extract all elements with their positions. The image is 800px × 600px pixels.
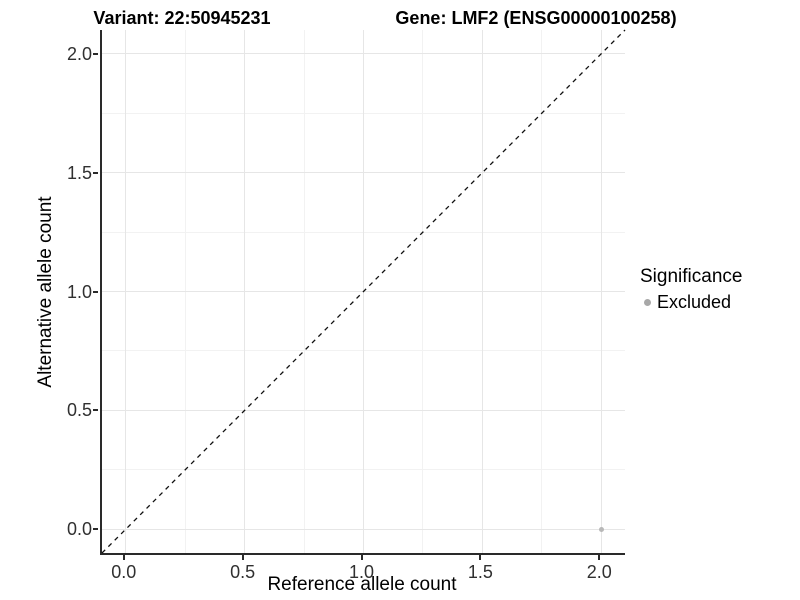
legend-items: Excluded	[640, 292, 742, 313]
x-axis-title: Reference allele count	[267, 574, 457, 595]
x-axis-tick	[122, 555, 125, 560]
gridline-major-horizontal	[102, 528, 625, 530]
y-axis-tick	[93, 52, 98, 55]
x-tick-label: 0.5	[230, 562, 256, 582]
y-axis-tick	[93, 171, 98, 174]
y-axis-tick	[93, 290, 98, 293]
y-tick-label: 1.0	[66, 281, 92, 302]
legend: Significance Excluded	[640, 266, 742, 313]
y-axis-tick	[93, 409, 98, 412]
gridline-major-horizontal	[102, 409, 625, 411]
data-point	[598, 526, 604, 532]
identity-dashed-line	[101, 29, 626, 554]
x-axis-tick	[598, 555, 601, 560]
x-axis-tick	[360, 555, 363, 560]
plot-title-variant: Variant: 22:50945231	[93, 8, 271, 28]
x-tick-label: 2.0	[586, 562, 612, 582]
plot-title-gene: Gene: LMF2 (ENSG00000100258)	[395, 8, 677, 28]
x-tick-label: 1.0	[348, 562, 375, 582]
legend-title: Significance	[640, 266, 743, 287]
gridline-major-horizontal	[102, 172, 625, 174]
gridline-major-horizontal	[102, 53, 625, 55]
y-tick-label: 0.0	[66, 519, 92, 540]
legend-point-icon	[644, 299, 651, 306]
y-tick-label: 2.0	[66, 43, 92, 64]
y-axis-tick	[93, 528, 98, 531]
legend-item-label: Excluded	[657, 292, 732, 312]
plot-panel	[100, 29, 626, 555]
x-axis-tick	[241, 555, 244, 560]
legend-item: Excluded	[640, 292, 742, 313]
y-tick-label: 0.5	[66, 400, 92, 421]
x-axis-tick	[479, 555, 482, 560]
y-tick-label: 1.5	[66, 162, 92, 183]
x-tick-label: 0.0	[111, 562, 137, 582]
x-tick-label: 1.5	[467, 562, 493, 582]
